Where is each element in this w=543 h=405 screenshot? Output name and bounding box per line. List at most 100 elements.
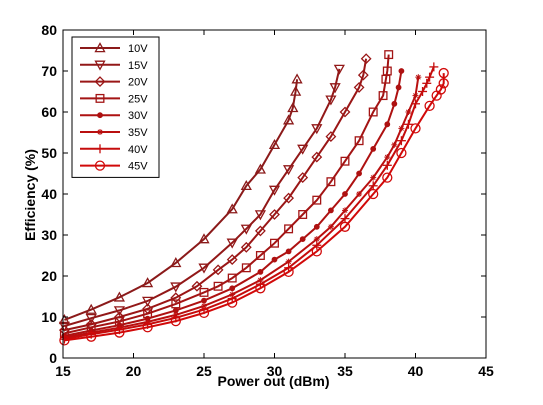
data-point-15V <box>282 165 295 176</box>
data-point-15V <box>85 313 97 325</box>
data-point-30V <box>201 297 207 304</box>
data-point-15V <box>254 210 267 221</box>
data-point-45V <box>255 283 266 294</box>
plot-area <box>58 50 449 346</box>
data-point-15V <box>311 124 323 135</box>
data-point-15V <box>329 83 341 94</box>
legend: 10V 15V 20V 25V 30V 35V 40V 45V <box>71 36 160 178</box>
data-point-10V <box>254 163 267 174</box>
data-point-35V-stroke <box>415 74 421 80</box>
data-point-45V <box>424 100 435 111</box>
data-point-25V <box>382 66 392 76</box>
series-line-35V <box>64 77 420 339</box>
data-point-40V <box>396 136 406 146</box>
data-point-40V <box>425 72 435 82</box>
data-point-30V <box>398 68 405 74</box>
y-tick-label: 40 <box>41 186 57 202</box>
data-point-35V <box>398 125 405 132</box>
series-15V <box>58 64 345 332</box>
data-point-20V <box>212 264 224 276</box>
data-point-25V <box>354 136 364 146</box>
data-point-10V <box>268 138 281 150</box>
x-axis-label: Power out (dBm) <box>218 373 330 389</box>
data-point-15V <box>297 144 309 155</box>
data-point-15V <box>198 263 210 274</box>
legend-label: 30V <box>128 110 148 122</box>
data-point-40V <box>368 181 378 191</box>
x-tick-label: 20 <box>126 363 142 379</box>
data-point-40V <box>403 119 413 129</box>
legend-item-35V: 35V <box>80 127 148 139</box>
data-point-45V <box>86 331 97 342</box>
data-point-35V-stroke <box>391 142 397 148</box>
data-point-45V <box>396 147 407 159</box>
legend-label: 35V <box>128 127 148 139</box>
data-point-25V <box>326 177 336 187</box>
data-point-20V <box>240 241 252 253</box>
data-point-30V <box>370 146 377 152</box>
x-tick-label: 30 <box>267 363 283 379</box>
data-point-45V <box>438 67 449 79</box>
data-point-15V <box>170 282 182 293</box>
legend-marker-10V <box>94 42 106 53</box>
data-point-25V <box>312 195 322 205</box>
data-point-40V <box>422 78 432 88</box>
data-point-25V <box>270 238 279 248</box>
data-point-20V <box>311 151 323 163</box>
y-tick-label: 50 <box>41 145 57 161</box>
data-point-30V <box>395 84 402 91</box>
data-point-25V <box>199 287 209 297</box>
legend-marker-40V <box>95 144 105 154</box>
data-point-20V <box>269 209 280 220</box>
legend-marker-35V-stroke <box>97 129 103 135</box>
data-point-35V-stroke <box>328 224 334 230</box>
x-tick-label: 25 <box>196 363 212 379</box>
data-point-35V-stroke <box>286 259 292 265</box>
data-point-15V <box>226 238 238 249</box>
data-point-20V <box>226 254 238 266</box>
legend-label: 40V <box>128 144 148 156</box>
series-line-25V <box>64 54 390 335</box>
x-tick-label: 15 <box>55 363 71 379</box>
series-10V <box>58 73 303 325</box>
data-point-25V <box>284 224 294 234</box>
data-point-20V <box>360 53 372 65</box>
data-point-20V <box>170 292 182 304</box>
series-30V <box>61 68 405 339</box>
data-point-10V <box>113 291 126 302</box>
data-point-35V <box>405 109 412 115</box>
data-point-45V <box>339 221 351 232</box>
legend-marker-30V <box>97 112 103 119</box>
data-point-25V <box>227 273 237 283</box>
data-point-35V <box>342 207 348 214</box>
legend-item-30V: 30V <box>80 110 148 122</box>
legend-item-10V: 10V <box>80 42 148 55</box>
data-point-30V <box>285 248 292 255</box>
legend-item-20V: 20V <box>80 76 148 89</box>
data-point-45V <box>435 84 447 95</box>
data-point-20V <box>357 69 369 81</box>
data-point-40V <box>411 99 420 109</box>
legend-marker-45V <box>94 160 106 171</box>
data-point-25V <box>384 50 394 60</box>
data-point-35V-stroke <box>342 207 348 213</box>
data-point-45V <box>438 78 449 89</box>
data-point-35V <box>356 191 363 197</box>
data-point-10V <box>282 114 295 125</box>
data-point-35V <box>370 174 377 181</box>
data-point-20V <box>325 131 337 143</box>
data-point-20V <box>283 192 295 204</box>
data-point-30V <box>342 191 348 197</box>
y-tick-label: 60 <box>41 104 57 120</box>
data-point-15V <box>58 321 71 332</box>
data-point-10V <box>58 314 71 325</box>
y-axis-label: Efficiency (%) <box>22 149 38 241</box>
data-point-30V <box>229 285 236 292</box>
data-point-30V <box>299 236 306 243</box>
data-point-20V <box>297 172 309 184</box>
legend-label: 10V <box>128 43 148 55</box>
data-point-45V <box>283 266 294 278</box>
data-point-25V <box>255 251 265 260</box>
axes: 15 20 25 30 35 40 45 0 10 20 30 40 50 60 70 80 <box>41 22 494 379</box>
data-point-15V <box>325 95 337 106</box>
